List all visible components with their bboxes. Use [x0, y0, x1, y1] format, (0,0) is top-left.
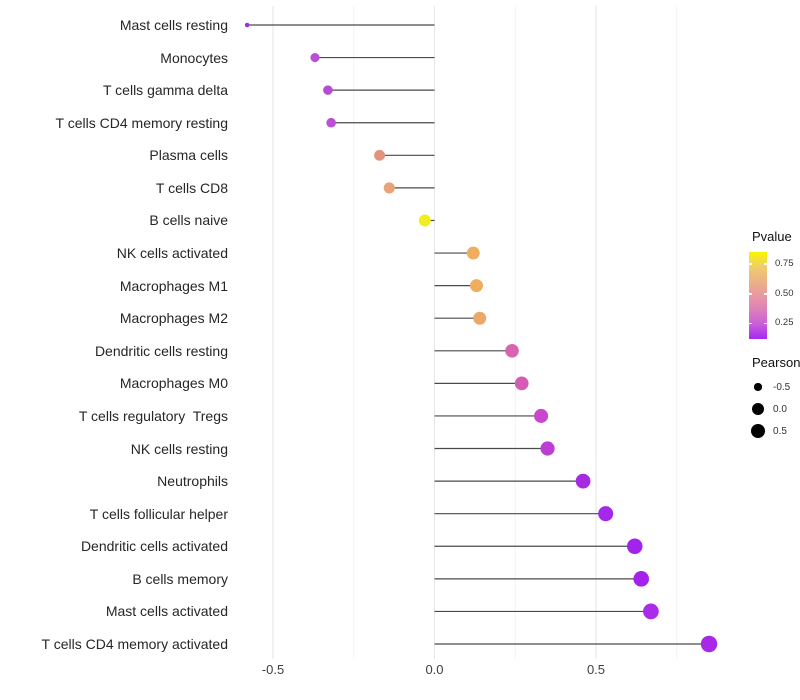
- y-axis-label: T cells follicular helper: [89, 505, 228, 522]
- pearson-legend-dot-wrap: [748, 399, 768, 419]
- colorbar-tick: [764, 293, 767, 295]
- pearson-size-label: 0.5: [773, 425, 787, 437]
- colorbar-tick: [749, 293, 752, 295]
- y-axis-label: T cells gamma delta: [102, 82, 228, 99]
- x-axis-tick-label: -0.5: [261, 662, 285, 677]
- lollipop-dot: [473, 311, 487, 325]
- y-axis-label: Monocytes: [160, 49, 228, 66]
- x-axis-tick-label: 0.0: [425, 662, 444, 677]
- lollipop-dot: [418, 214, 431, 227]
- pearson-legend-title: Pearson: [752, 355, 800, 370]
- y-axis-label: T cells CD8: [155, 179, 228, 196]
- pearson-legend-dot-wrap: [748, 377, 768, 397]
- pearson-legend-entry: 0.0: [746, 398, 800, 420]
- pearson-legend-entry: 0.5: [746, 420, 800, 442]
- pvalue-colorbar: [749, 252, 767, 339]
- pvalue-tick-label: 0.25: [775, 317, 794, 329]
- pvalue-tick-label: 0.50: [775, 287, 794, 299]
- pvalue-legend-title: Pvalue: [752, 229, 792, 244]
- lollipop-dot: [633, 571, 650, 587]
- lollipop-dot: [514, 376, 529, 391]
- pvalue-tick-label: 0.75: [775, 258, 794, 270]
- y-axis-label: Macrophages M1: [119, 277, 228, 294]
- y-axis-label: T cells regulatory Tregs: [78, 407, 228, 424]
- colorbar-tick: [764, 322, 767, 325]
- y-axis-label: NK cells activated: [116, 245, 228, 262]
- lollipop-dot: [505, 344, 519, 358]
- lollipop-dot: [700, 635, 718, 653]
- lollipop-dot: [643, 603, 659, 620]
- y-axis-label: Macrophages M0: [119, 375, 228, 392]
- lollipop-dot: [323, 85, 333, 95]
- lollipop-dot: [374, 149, 386, 161]
- lollipop-dot: [383, 182, 395, 194]
- lollipop-dot: [466, 246, 480, 260]
- colorbar-tick: [749, 322, 752, 325]
- lollipop-dot: [598, 506, 614, 522]
- lollipop-dot: [534, 408, 549, 423]
- lollipop-dot: [627, 538, 643, 555]
- y-axis-label: B cells naive: [149, 212, 228, 229]
- y-axis-label: Plasma cells: [149, 147, 228, 164]
- pearson-size-dot-icon: [751, 402, 765, 416]
- y-axis-label: NK cells resting: [130, 440, 228, 457]
- lollipop-dot: [244, 22, 250, 28]
- lollipop-dot: [326, 117, 336, 128]
- y-axis-label: Macrophages M2: [119, 310, 228, 327]
- pearson-size-dot-icon: [750, 423, 766, 439]
- pearson-legend-entry: -0.5: [746, 376, 800, 398]
- pearson-size-label: 0.0: [773, 403, 787, 415]
- pearson-legend-dot-wrap: [748, 421, 768, 441]
- colorbar-tick: [764, 263, 767, 265]
- x-axis-tick-label: 0.5: [586, 662, 606, 677]
- y-axis-label: Mast cells resting: [119, 17, 228, 33]
- pvalue-legend: Pvalue 0.75 0.50 0.25: [749, 229, 794, 339]
- colorbar-tick: [749, 263, 752, 265]
- lollipop-dot: [575, 473, 591, 489]
- y-axis-label: T cells CD4 memory resting: [55, 114, 228, 131]
- pearson-size-label: -0.5: [773, 381, 791, 393]
- pearson-legend-entries: -0.5 0.0 0.5: [746, 376, 800, 442]
- y-axis-label: Dendritic cells activated: [80, 538, 228, 555]
- lollipop-dot: [310, 53, 320, 63]
- y-axis-label: Dendritic cells resting: [94, 342, 228, 359]
- y-axis-label: Neutrophils: [157, 473, 228, 490]
- lollipop-dot: [470, 279, 483, 293]
- y-axis-label: Mast cells activated: [105, 603, 228, 620]
- y-axis-label: B cells memory: [132, 570, 228, 587]
- lollipop-dot: [540, 441, 555, 456]
- pearson-legend: Pearson -0.5 0.0 0.5: [746, 355, 800, 442]
- y-axis-label: T cells CD4 memory activated: [41, 636, 228, 652]
- pearson-size-dot-icon: [754, 383, 762, 391]
